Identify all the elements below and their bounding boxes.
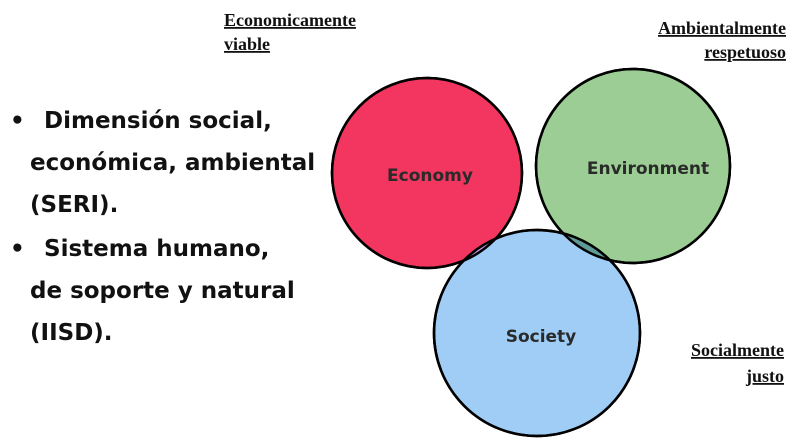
circle-label: Society (506, 327, 577, 347)
caption: Socialmente (691, 340, 784, 360)
bullet-line: (SERI). (30, 192, 118, 218)
bullet-line: económica, ambiental (30, 150, 315, 176)
caption: viable (224, 34, 270, 54)
outline (330, 76, 524, 270)
outline (534, 67, 732, 265)
caption: respetuoso (704, 42, 786, 62)
venn (330, 67, 732, 438)
bullet-dot: • (10, 236, 25, 262)
caption: Economicamente (224, 10, 356, 30)
outline (432, 228, 642, 438)
bullet-line: Dimensión social, (44, 108, 272, 134)
caption: Ambientalmente (658, 18, 786, 38)
bullet-dot: • (10, 108, 25, 134)
bullet-line: (IISD). (30, 320, 113, 346)
bullet-line: Sistema humano, (44, 236, 269, 262)
circle-label: Environment (587, 159, 709, 179)
bullet-line: de soporte y natural (30, 278, 295, 304)
bullets: • Dimensión social, económica, ambiental… (10, 108, 315, 346)
circle-label: Economy (387, 166, 473, 186)
caption: justo (745, 366, 784, 386)
